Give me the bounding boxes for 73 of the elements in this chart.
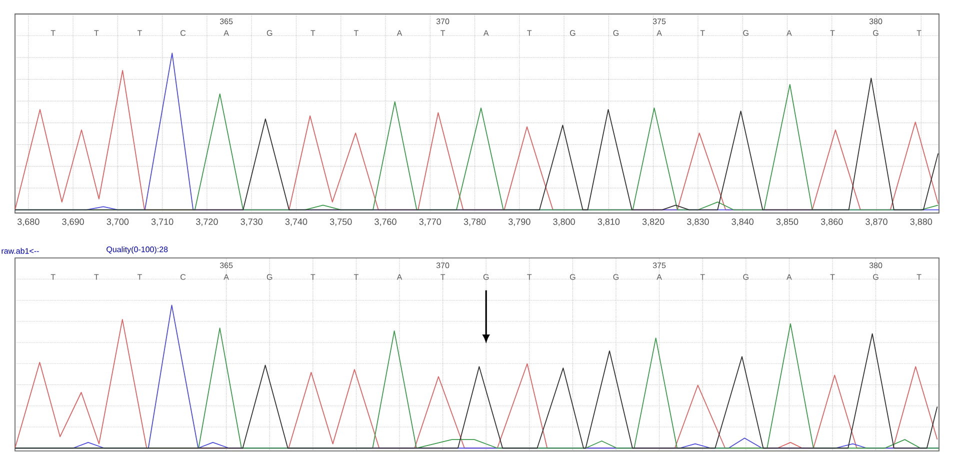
text: T: [354, 274, 358, 280]
text: A: [656, 30, 662, 36]
x-tick-label: 375: [652, 262, 666, 268]
text: T: [94, 274, 99, 280]
x-tick-label: 3,720: [196, 218, 218, 226]
x-tick-label: 380: [869, 262, 882, 268]
text: A: [224, 30, 229, 36]
x-tick-label: 365: [220, 262, 233, 268]
text: G: [483, 274, 489, 280]
text: T: [527, 30, 532, 36]
text: A: [224, 274, 229, 280]
x-tick-label: 3,830: [687, 218, 709, 226]
text: T: [137, 274, 142, 280]
text: G: [570, 274, 576, 280]
text: T: [700, 274, 705, 280]
text: G: [743, 30, 748, 36]
text: G: [266, 30, 272, 36]
x-tick-label: 3,710: [151, 218, 174, 226]
text: T: [310, 274, 316, 280]
text: A: [396, 30, 402, 36]
text: T: [830, 274, 835, 280]
text: C: [180, 274, 186, 280]
x-tick-label: 3,790: [508, 218, 530, 226]
text: T: [916, 274, 922, 280]
x2-tick-label: 370: [436, 18, 450, 24]
chart-title: raw.ab1<--: [2, 248, 39, 254]
text: T: [440, 274, 446, 280]
x-tick-label: 3,730: [240, 218, 262, 226]
text: T: [94, 30, 99, 36]
x-tick-label: 370: [436, 262, 450, 268]
x-tick-label: 3,740: [285, 218, 308, 226]
x-tick-label: 3,810: [598, 218, 620, 226]
text: T: [700, 30, 705, 36]
x2-tick-label: 380: [869, 18, 882, 24]
text: T: [137, 30, 142, 36]
x-tick-label: 3,760: [374, 218, 396, 226]
x-tick-label: 3,770: [419, 218, 442, 226]
x-tick-label: 3,820: [642, 218, 664, 226]
x2-tick-label: 375: [652, 18, 666, 24]
text: A: [786, 274, 792, 280]
text: G: [570, 30, 576, 36]
text: A: [656, 274, 662, 280]
text: T: [310, 30, 316, 36]
text: G: [873, 274, 878, 280]
x-tick-label: 3,850: [776, 218, 798, 226]
x-tick-label: 3,700: [106, 218, 129, 226]
x-tick-label: 3,690: [62, 218, 84, 226]
x-tick-label: 3,800: [553, 218, 575, 226]
chart-subtitle: Quality(0-100):28: [106, 246, 168, 254]
x2-tick-label: 365: [220, 18, 233, 24]
text: G: [613, 30, 619, 36]
x-tick-label: 3,680: [17, 218, 40, 226]
x-tick-label: 3,780: [464, 218, 486, 226]
text: C: [180, 30, 186, 36]
text: G: [613, 274, 619, 280]
x-tick-label: 3,880: [910, 218, 932, 226]
text: T: [440, 30, 446, 36]
text: T: [50, 274, 56, 280]
text: A: [786, 30, 792, 36]
text: G: [743, 274, 748, 280]
x-tick-label: 3,860: [820, 218, 843, 226]
text: G: [266, 274, 272, 280]
x-tick-label: 3,750: [330, 218, 352, 226]
x-tick-label: 3,840: [732, 218, 754, 226]
text: A: [396, 274, 402, 280]
text: A: [483, 30, 489, 36]
text: T: [527, 274, 532, 280]
text: T: [830, 30, 835, 36]
text: T: [916, 30, 922, 36]
text: T: [50, 30, 56, 36]
text: T: [354, 30, 358, 36]
x-tick-label: 3,870: [866, 218, 888, 226]
text: G: [873, 30, 878, 36]
